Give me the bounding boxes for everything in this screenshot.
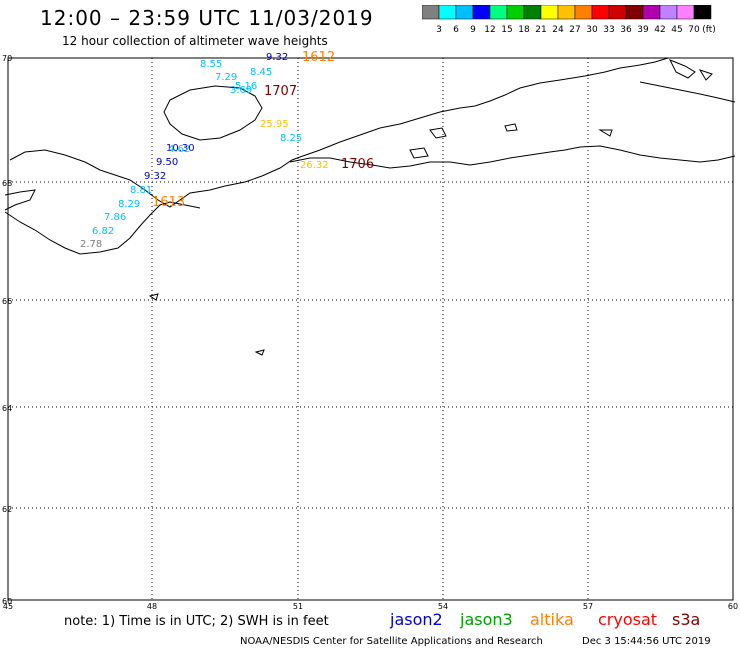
satellite-cryosat: cryosat — [598, 610, 658, 629]
legend-label: 39 — [637, 25, 649, 35]
timestamp-text: Dec 3 15:44:56 UTC 2019 — [582, 636, 711, 647]
wave-height-label: 1613 — [152, 195, 185, 210]
lon-label: 48 — [147, 602, 157, 611]
legend-label: 3 — [436, 25, 442, 35]
coastline-north — [639, 81, 736, 103]
inland-bay — [163, 85, 263, 141]
coastline — [4, 57, 736, 356]
legend-label: 6 — [453, 25, 459, 35]
legend-label: 15 — [501, 25, 512, 35]
legend-swatch — [693, 5, 712, 20]
island-7 — [504, 123, 518, 132]
island-4 — [698, 69, 713, 81]
lon-label: 60 — [728, 602, 738, 611]
lat-label: 62 — [2, 505, 12, 514]
lon-label: 45 — [3, 602, 13, 611]
color-legend: 3 6 9 12 15 18 21 24 27 30 33 36 39 42 45 70 (ft) — [422, 5, 716, 35]
legend-label: 45 — [671, 25, 682, 35]
legend-unit: (ft) — [702, 25, 716, 35]
wave-height-label: 3.69 — [230, 85, 252, 96]
wave-height-label: 1707 — [264, 84, 297, 99]
lat-label: 66 — [2, 297, 12, 306]
credit-text: NOAA/NESDIS Center for Satellite Applica… — [240, 636, 543, 647]
wave-height-label: 8.25 — [280, 133, 302, 144]
wave-height-label: 8.29 — [118, 199, 140, 210]
satellite-jason2: jason2 — [390, 610, 443, 629]
wave-height-label: 9.32 — [266, 52, 288, 63]
wave-height-label: 26.32 — [300, 160, 329, 171]
wave-height-label: 8.81 — [130, 185, 152, 196]
coastline-west — [4, 189, 36, 211]
lat-label: 68 — [2, 179, 12, 188]
island-2 — [254, 349, 265, 356]
wave-height-label: 1706 — [341, 157, 374, 172]
lat-label: 64 — [2, 404, 12, 413]
wave-height-label: 7.86 — [104, 212, 126, 223]
wave-height-label: 1612 — [302, 50, 335, 65]
note-text: note: 1) Time is in UTC; 2) SWH is in fe… — [64, 614, 329, 629]
wave-height-label: 10.30 — [166, 143, 195, 154]
lon-label: 57 — [583, 602, 593, 611]
legend-label: 24 — [552, 25, 564, 35]
coastline-kanin — [4, 201, 201, 255]
wave-height-label: 7.29 — [215, 72, 237, 83]
wave-height-label: 4.62 — [168, 144, 190, 155]
map-grid — [7, 57, 734, 601]
coastline-east — [289, 145, 736, 169]
wave-height-label: 5.16 — [235, 81, 257, 92]
satellite-altika: altika — [530, 610, 574, 629]
satellite-s3a: s3a — [672, 610, 701, 629]
coastline-mainland — [9, 57, 669, 208]
island-1 — [148, 293, 159, 301]
island-6 — [409, 147, 429, 159]
map-subtitle: 12 hour collection of altimeter wave hei… — [62, 34, 328, 48]
legend-label: 12 — [484, 25, 495, 35]
lon-label: 51 — [293, 602, 303, 611]
island-5 — [429, 127, 447, 139]
legend-label: 21 — [535, 25, 546, 35]
wave-height-label: 25.95 — [260, 119, 289, 130]
legend-label: 18 — [518, 25, 530, 35]
legend-label: 70 — [688, 25, 700, 35]
legend-label: 30 — [586, 25, 598, 35]
wave-height-label: 8.55 — [200, 59, 222, 70]
wave-height-label: 9.50 — [156, 157, 178, 168]
legend-label: 33 — [603, 25, 614, 35]
island-8 — [598, 129, 613, 137]
legend-label: 36 — [620, 25, 632, 35]
lon-label: 54 — [438, 602, 448, 611]
legend-label: 27 — [569, 25, 580, 35]
wave-height-label: 2.78 — [80, 239, 102, 250]
legend-label: 42 — [654, 25, 665, 35]
plot-frame — [7, 57, 734, 601]
wave-height-label: 8.45 — [250, 67, 272, 78]
legend-label: 9 — [470, 25, 476, 35]
wave-height-label: 9.32 — [144, 171, 166, 182]
lat-label: 70 — [2, 54, 12, 63]
map-title: 12:00 – 23:59 UTC 11/03/2019 — [40, 6, 374, 30]
satellite-jason3: jason3 — [460, 610, 513, 629]
wave-height-label: 6.82 — [92, 226, 114, 237]
island-3 — [668, 59, 696, 79]
lat-label: 60 — [2, 597, 12, 606]
